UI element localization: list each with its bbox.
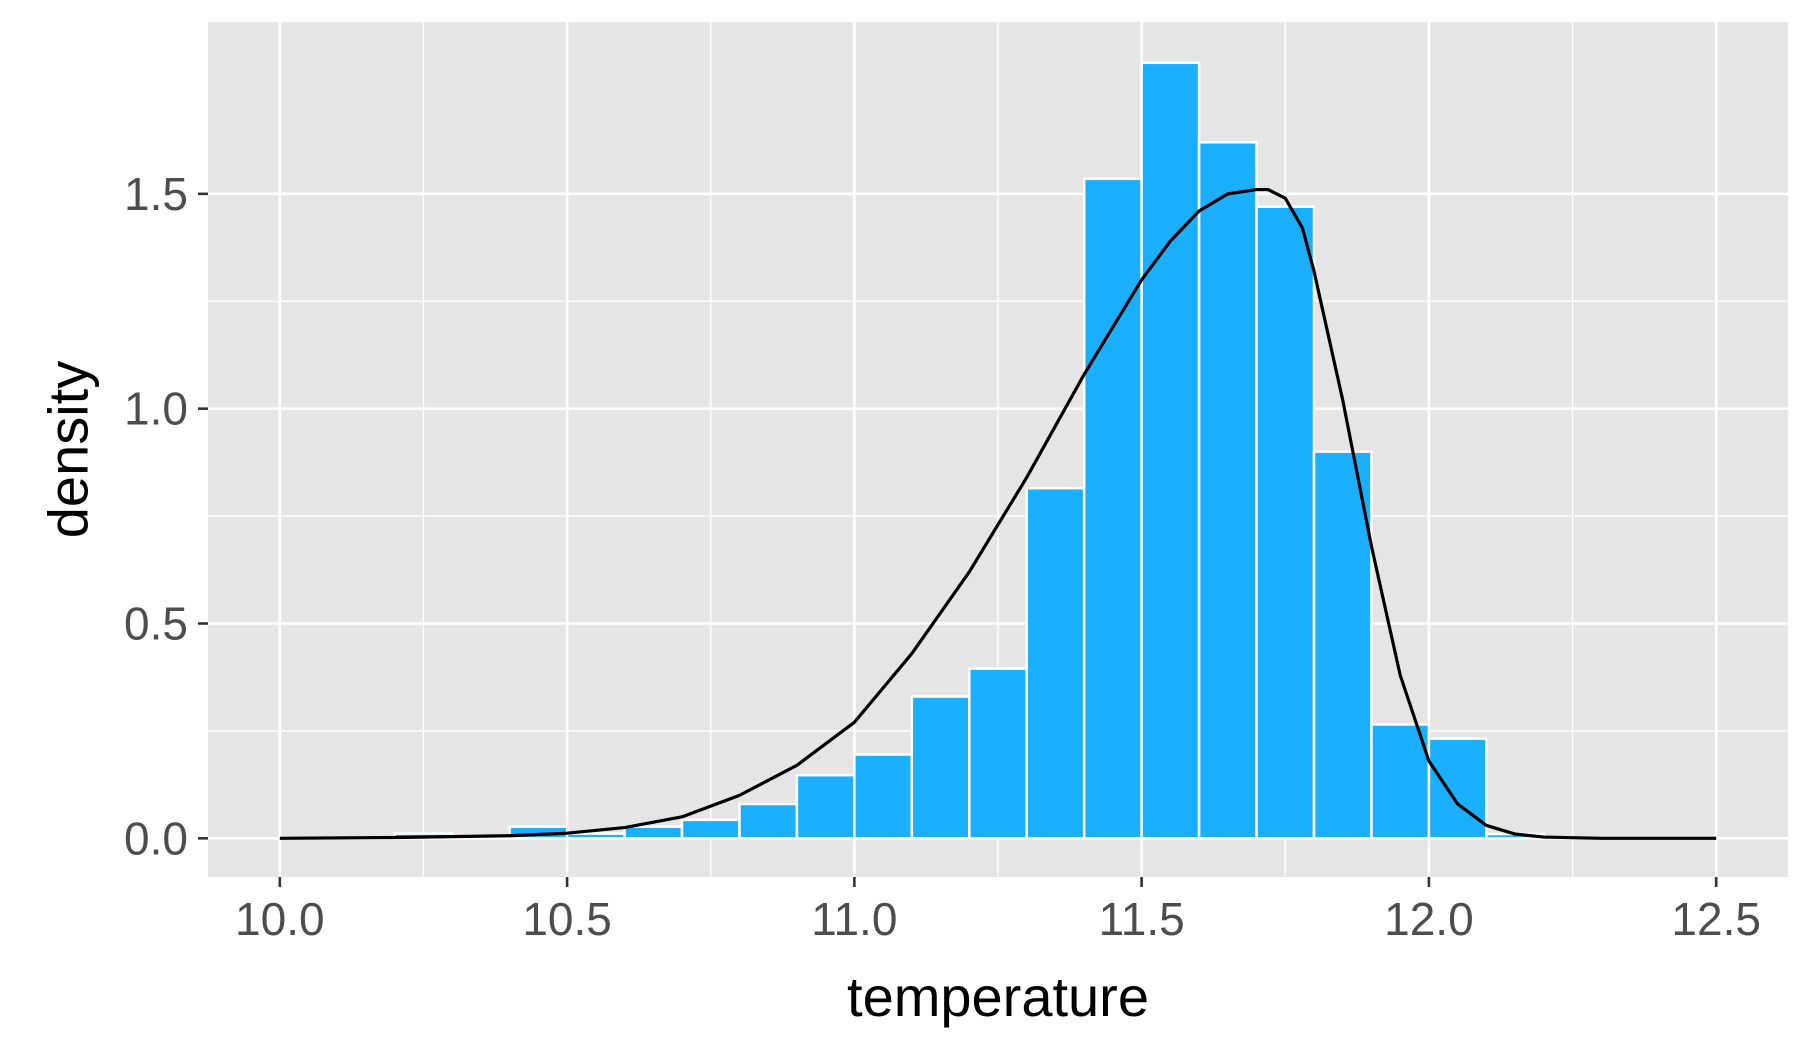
density-curve [279, 187, 1717, 840]
y-axis-title: density [37, 361, 100, 538]
x-tick-label: 12.5 [1671, 893, 1761, 945]
x-tick-label: 11.5 [1099, 893, 1185, 945]
y-tick-label: 0.0 [124, 812, 188, 864]
histogram-bar [968, 667, 1028, 840]
y-tick-label: 1.0 [124, 383, 188, 435]
x-tick-label: 11.0 [811, 893, 897, 945]
y-tick-label: 1.5 [124, 168, 188, 220]
histogram-bar [1312, 450, 1373, 840]
histogram-bar [565, 832, 626, 840]
x-axis-title: temperature [847, 965, 1149, 1028]
histogram-bar [1255, 205, 1316, 840]
histogram-bar [1197, 141, 1258, 840]
histogram-bar [1370, 723, 1431, 840]
histogram-bar [795, 773, 856, 840]
x-tick-labels: 10.0 10.5 11.0 11.5 12.0 12.5 [235, 893, 1761, 945]
histogram-bar [1025, 486, 1086, 840]
histogram-bar [1082, 177, 1143, 840]
histogram-bar [623, 825, 684, 840]
y-tick-label: 0.5 [124, 598, 188, 650]
x-tick-label: 12.0 [1384, 893, 1474, 945]
y-tick-labels: 0.0 0.5 1.0 1.5 [124, 168, 188, 864]
histogram-bar [1140, 61, 1201, 840]
histogram-bar [910, 695, 971, 840]
density-curve-layer [279, 187, 1717, 840]
x-tick-label: 10.5 [522, 893, 612, 945]
histogram-bar [680, 818, 741, 840]
histogram-bar [853, 753, 914, 840]
histogram-bar [1427, 737, 1488, 840]
histogram-bars [393, 61, 1546, 840]
x-tick-label: 10.0 [235, 893, 325, 945]
histogram-bar [738, 802, 799, 840]
tick-marks [198, 192, 1718, 887]
